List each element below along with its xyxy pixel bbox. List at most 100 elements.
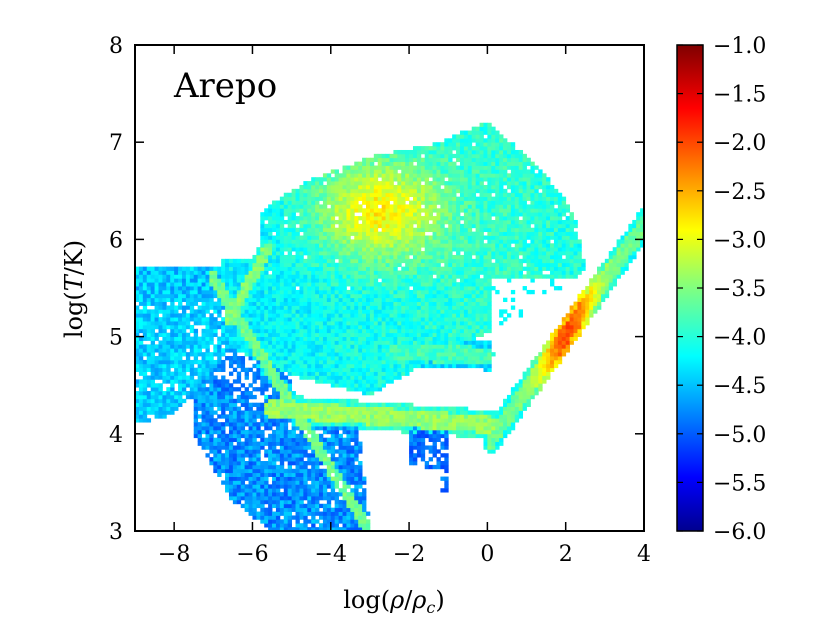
- heatmap-cell: [326, 499, 332, 505]
- heatmap-cell: [373, 301, 379, 306]
- heatmap-cell: [311, 406, 316, 411]
- heatmap-cell: [440, 243, 445, 248]
- heatmap-cell: [189, 317, 195, 322]
- heatmap-cell: [405, 297, 410, 303]
- heatmap-cell: [275, 503, 281, 509]
- heatmap-cell: [358, 472, 363, 477]
- heatmap-cell: [350, 251, 355, 256]
- heatmap-cell: [272, 324, 277, 330]
- heatmap-cell: [307, 402, 312, 407]
- heatmap-cell: [362, 496, 367, 501]
- heatmap-cell: [319, 297, 324, 303]
- heatmap-cell: [185, 391, 191, 396]
- heatmap-cell: [397, 363, 402, 369]
- heatmap-cell: [354, 402, 359, 407]
- heatmap-cell: [354, 247, 359, 252]
- heatmap-cell: [346, 449, 351, 454]
- heatmap-cell: [221, 410, 226, 415]
- heatmap-cell: [205, 379, 210, 384]
- heatmap-cell: [209, 422, 214, 427]
- heatmap-cell: [326, 282, 332, 287]
- heatmap-cell: [221, 262, 226, 268]
- heatmap-cell: [299, 262, 304, 268]
- heatmap-cell: [436, 301, 441, 306]
- heatmap-cell: [334, 169, 339, 174]
- heatmap-cell: [369, 266, 375, 271]
- heatmap-cell: [338, 262, 343, 268]
- heatmap-cell: [440, 293, 445, 299]
- heatmap-cell: [354, 496, 359, 501]
- heatmap-cell: [228, 297, 234, 303]
- heatmap-cell: [236, 406, 242, 411]
- heatmap-cell: [205, 332, 210, 337]
- heatmap-cell: [401, 235, 406, 240]
- heatmap-cell: [428, 254, 433, 260]
- heatmap-cell: [225, 406, 230, 411]
- heatmap-cell: [319, 262, 324, 268]
- heatmap-cell: [358, 231, 363, 236]
- heatmap-cell: [170, 340, 175, 345]
- heatmap-cell: [166, 402, 171, 407]
- heatmap-cell: [228, 398, 234, 404]
- heatmap-cell: [381, 356, 386, 361]
- heatmap-cell: [334, 278, 339, 283]
- heatmap-cell: [377, 293, 383, 299]
- heatmap-cell: [272, 441, 277, 446]
- heatmap-cell: [252, 476, 257, 481]
- heatmap-cell: [213, 445, 218, 450]
- heatmap-cell: [334, 499, 339, 505]
- heatmap-cell: [236, 437, 242, 442]
- heatmap-cell: [350, 492, 355, 497]
- heatmap-cell: [405, 328, 410, 334]
- heatmap-cell: [287, 511, 293, 516]
- heatmap-cell: [412, 251, 418, 256]
- heatmap-cell: [350, 511, 355, 516]
- heatmap-cell: [307, 317, 312, 322]
- heatmap-cell: [307, 496, 312, 501]
- heatmap-cell: [432, 266, 437, 271]
- heatmap-cell: [291, 328, 296, 334]
- heatmap-cell: [307, 410, 312, 415]
- heatmap-cell: [381, 161, 386, 166]
- heatmap-cell: [166, 367, 171, 372]
- heatmap-cell: [185, 375, 191, 380]
- heatmap-cell: [201, 293, 206, 299]
- heatmap-cell: [424, 332, 430, 337]
- heatmap-cell: [287, 352, 293, 357]
- heatmap-cell: [295, 247, 300, 252]
- heatmap-cell: [330, 297, 336, 303]
- heatmap-cell: [319, 457, 324, 462]
- heatmap-cell: [275, 204, 281, 209]
- heatmap-cell: [369, 379, 375, 384]
- heatmap-cell: [362, 519, 367, 524]
- heatmap-cell: [319, 418, 324, 423]
- heatmap-cell: [205, 348, 210, 353]
- heatmap-cell: [170, 402, 175, 407]
- heatmap-cell: [181, 391, 187, 396]
- heatmap-cell: [225, 332, 230, 337]
- heatmap-cell: [424, 251, 430, 256]
- heatmap-cell: [217, 336, 222, 341]
- heatmap-cell: [322, 254, 328, 260]
- heatmap-cell: [264, 379, 269, 384]
- heatmap-cell: [350, 289, 355, 295]
- heatmap-cell: [221, 391, 226, 396]
- heatmap-cell: [228, 496, 234, 501]
- heatmap-cell: [385, 216, 390, 221]
- heatmap-cell: [287, 402, 293, 407]
- heatmap-cell: [299, 321, 304, 326]
- heatmap-cell: [354, 219, 359, 225]
- heatmap-cell: [197, 348, 202, 353]
- heatmap-cell: [322, 496, 328, 501]
- heatmap-cell: [225, 422, 230, 427]
- heatmap-cell: [315, 227, 320, 233]
- heatmap-cell: [178, 282, 183, 287]
- heatmap-cell: [319, 410, 324, 415]
- heatmap-cell: [248, 402, 253, 407]
- heatmap-cell: [135, 282, 140, 287]
- heatmap-cell: [295, 445, 300, 450]
- heatmap-cell: [401, 286, 406, 291]
- heatmap-cell: [326, 492, 332, 497]
- heatmap-cell: [193, 340, 199, 345]
- heatmap-cell: [213, 286, 218, 291]
